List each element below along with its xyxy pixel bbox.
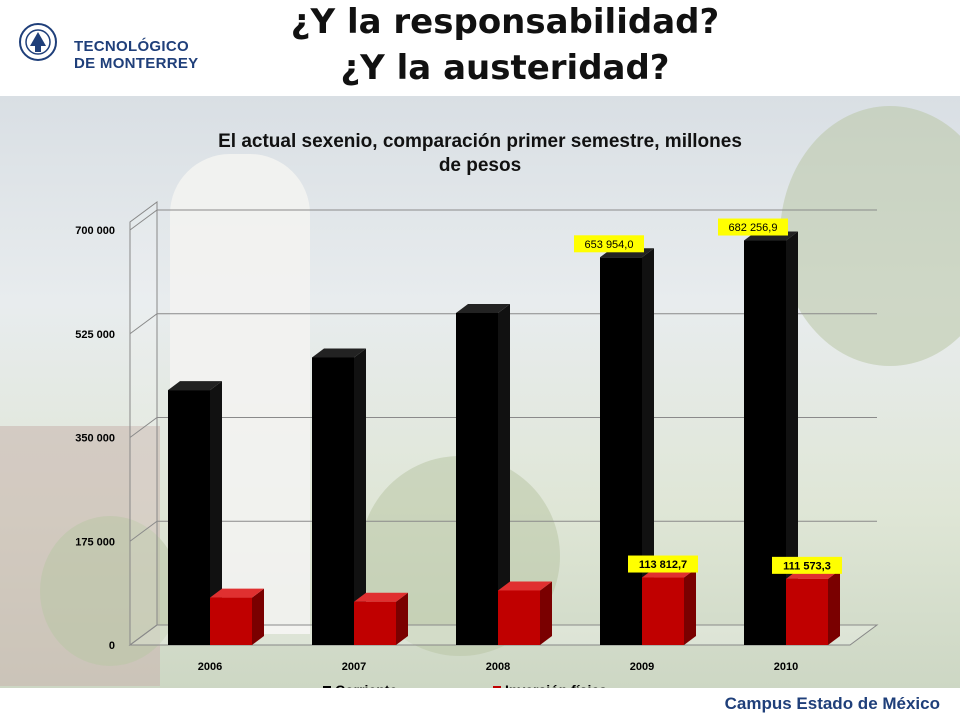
data-label-box	[574, 235, 644, 253]
x-tick-label: 2008	[486, 661, 510, 673]
data-label-box	[772, 556, 842, 574]
data-label: 653 954,0	[585, 239, 634, 251]
slide-title-line2: ¿Y la austeridad?	[340, 48, 670, 88]
bar-corriente	[600, 257, 642, 645]
bar-corriente-side	[498, 304, 510, 645]
logo-text: TECNOLÓGICO DE MONTERREY	[74, 38, 198, 72]
bar-inversion	[210, 597, 252, 645]
data-label: 111 573,3	[783, 560, 831, 572]
bar-inversion	[642, 577, 684, 645]
bar-inversion-side	[828, 569, 840, 645]
slide-title-line1: ¿Y la responsabilidad?	[290, 2, 720, 42]
y-tick-label: 0	[109, 640, 115, 652]
x-tick-label: 2010	[774, 661, 798, 673]
bar-inversion-side	[396, 592, 408, 645]
bar-corriente-side	[642, 248, 654, 645]
bar-inversion	[786, 578, 828, 645]
bar-corriente-side	[786, 231, 798, 646]
bar-corriente-side	[210, 381, 222, 645]
data-label-box	[718, 218, 788, 236]
data-label: 682 256,9	[729, 222, 778, 234]
gridline	[129, 209, 877, 231]
x-tick-label: 2007	[342, 661, 366, 673]
chart-title-line1: El actual sexenio, comparación primer se…	[218, 131, 742, 152]
x-tick-label: 2009	[630, 661, 654, 673]
bar-corriente-top	[456, 304, 510, 313]
bar-corriente-top	[168, 381, 222, 391]
seal-icon	[19, 23, 57, 61]
bar-inversion	[354, 601, 396, 645]
bar-inversion-top	[498, 581, 552, 591]
bar-corriente-side	[354, 348, 366, 645]
bar-corriente	[312, 357, 354, 645]
slide-header	[0, 0, 960, 96]
chart-title: El actual sexenio, comparación primer se…	[130, 130, 830, 178]
bar-inversion-top	[354, 592, 408, 602]
campus-name: Campus Estado de México	[724, 694, 940, 713]
background-tree	[780, 106, 960, 366]
y-tick-label: 700 000	[75, 225, 115, 237]
bar-inversion	[498, 590, 540, 645]
bar-corriente	[168, 390, 210, 645]
institution-logo: TECNOLÓGICO DE MONTERREY	[18, 10, 218, 80]
logo-line2: DE MONTERREY	[74, 55, 199, 72]
slide-footer	[0, 688, 960, 720]
bar-inversion-top	[210, 588, 264, 598]
x-tick-label: 2006	[198, 661, 222, 673]
bar-corriente	[456, 313, 498, 645]
y-tick-label: 525 000	[75, 329, 115, 341]
y-tick-label: 350 000	[75, 433, 115, 445]
logo-line1: TECNOLÓGICO	[74, 38, 189, 55]
chart-title-line2: de pesos	[438, 155, 522, 176]
chart-side-wall	[129, 201, 158, 646]
bar-corriente-top	[312, 348, 366, 358]
bar-inversion-side	[540, 581, 552, 645]
data-label-box	[628, 555, 698, 573]
bar-corriente	[744, 240, 786, 646]
data-label: 113 812,7	[639, 559, 687, 571]
bar-inversion-side	[252, 588, 264, 645]
y-tick-label: 175 000	[75, 536, 115, 548]
bar-inversion-side	[684, 568, 696, 645]
